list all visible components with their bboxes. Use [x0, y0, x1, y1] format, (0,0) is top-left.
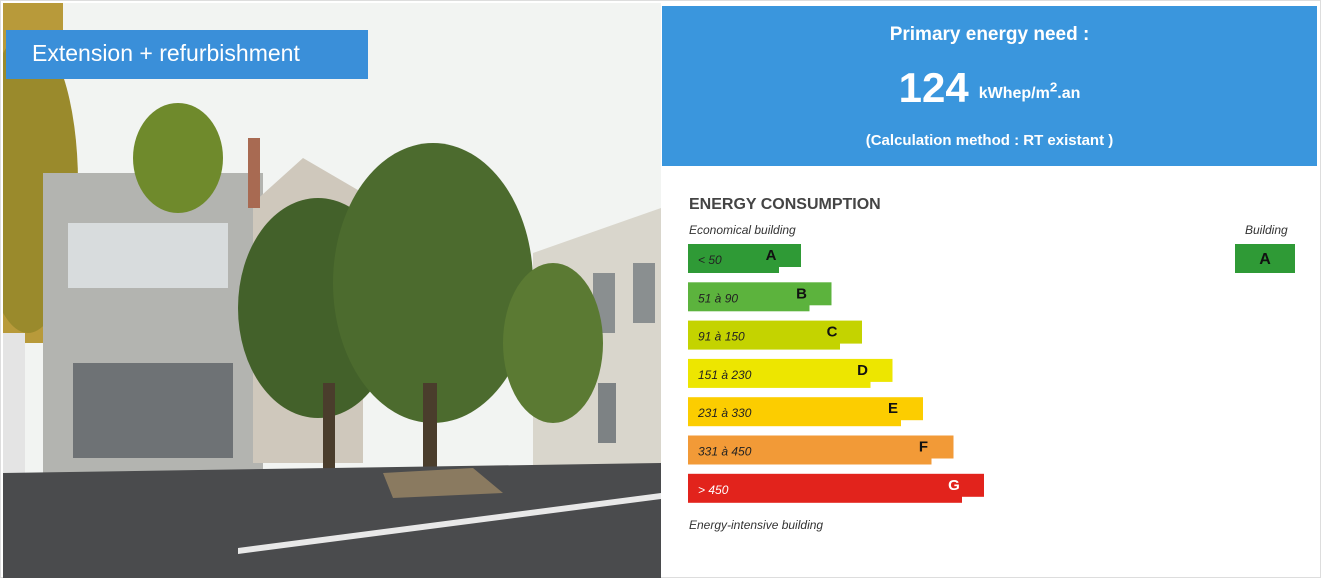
- class-range: < 50: [698, 253, 722, 267]
- class-range: 151 à 230: [698, 368, 752, 382]
- energy-scale: < 50 A 51 à 90 B 91 à 150 C 151 à 230 D 231 à 33…: [1, 1, 1320, 577]
- class-letter: F: [919, 439, 928, 456]
- building-class: A: [1259, 251, 1271, 268]
- class-letter: B: [796, 285, 807, 302]
- class-letter: G: [948, 477, 960, 494]
- class-range: 331 à 450: [698, 445, 752, 459]
- page: Extension + refurbishment Primary energy…: [0, 0, 1321, 578]
- class-letter: A: [766, 247, 777, 264]
- class-range: 51 à 90: [698, 291, 738, 305]
- class-letter: C: [827, 324, 838, 341]
- class-range: 91 à 150: [698, 330, 745, 344]
- class-letter: E: [888, 400, 898, 417]
- class-letter: D: [857, 362, 868, 379]
- class-bar-tail: [688, 480, 962, 503]
- class-range: > 450: [698, 483, 729, 497]
- class-range: 231 à 330: [697, 406, 752, 420]
